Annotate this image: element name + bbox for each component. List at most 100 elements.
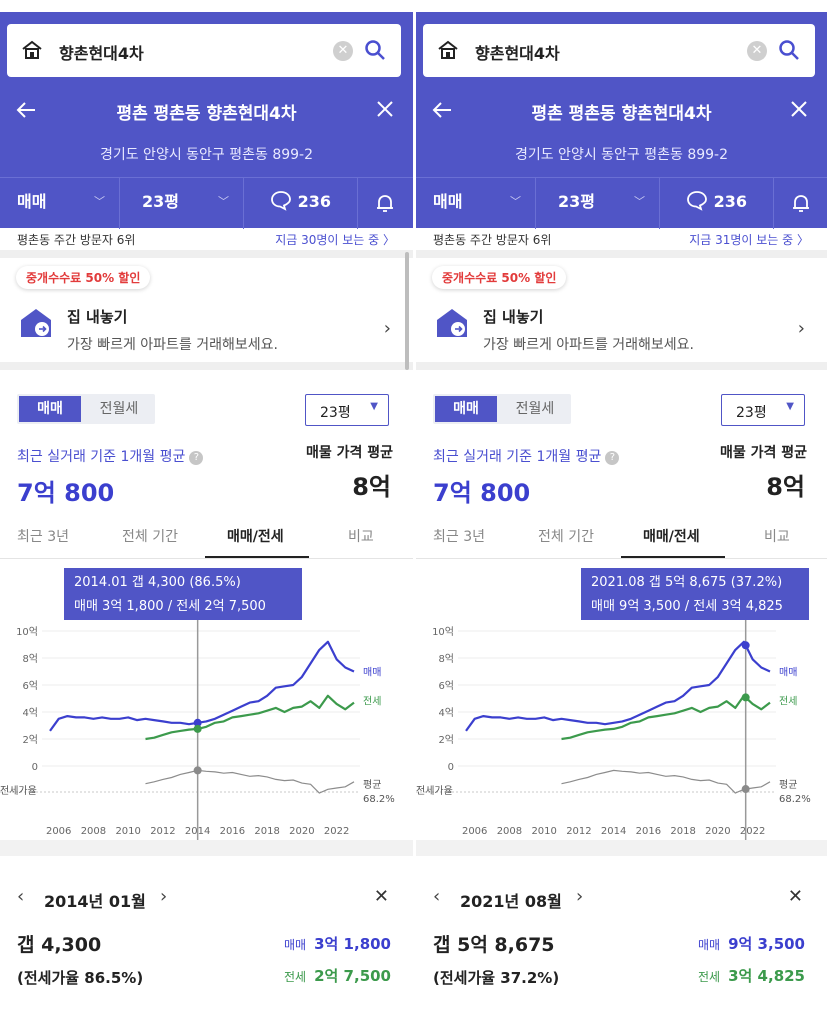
search-input[interactable]: 향촌현대4차 — [475, 44, 560, 63]
back-arrow-icon[interactable] — [430, 98, 454, 122]
close-detail-icon[interactable]: ✕ — [373, 886, 389, 907]
asking-price-value: 8억 — [766, 473, 805, 501]
x-tick-label: 2014 — [601, 826, 626, 837]
x-tick-label: 2022 — [740, 826, 765, 837]
sale-price-value: 3억 1,800 — [314, 935, 391, 953]
tooltip-line-2: 매매 3억 1,800 / 전세 2억 7,500 — [74, 599, 266, 614]
size-dropdown[interactable]: 23평 ﹀ — [536, 178, 660, 229]
tab-sale-jeonse[interactable]: 매매/전세 — [227, 529, 284, 545]
x-tick-label: 2020 — [705, 826, 730, 837]
y-tick-label: 2억 — [438, 734, 454, 746]
tab-recent-3y[interactable]: 최근 3년 — [433, 529, 485, 545]
comment-count: 236 — [297, 192, 331, 211]
prev-month-icon[interactable]: ‹ — [17, 886, 25, 907]
header-tab-bar: 매매 ﹀ 23평 ﹀ 236 — [416, 177, 827, 229]
x-tick-label: 2012 — [150, 826, 175, 837]
chart-tooltip: 2014.01 갭 4,300 (86.5%) 매매 3억 1,800 / 전세… — [64, 568, 302, 620]
app-header: 향촌현대4차 ✕ 평촌 평촌동 향촌현대4차 경기도 안양시 동안구 평촌동 8… — [416, 12, 827, 229]
size-select[interactable]: 23평 ▼ — [305, 394, 389, 426]
promo-title: 집 내놓기 — [483, 308, 544, 326]
comments-button[interactable]: 236 — [244, 178, 358, 229]
alarm-button[interactable] — [358, 178, 413, 229]
gap-value: 갭 5억 8,675 — [433, 934, 555, 956]
x-tick-label: 2018 — [670, 826, 695, 837]
asking-price-value: 8억 — [352, 473, 391, 501]
trade-type-label: 매매 — [17, 192, 47, 211]
tab-all-period[interactable]: 전체 기간 — [122, 529, 178, 545]
y-tick-label: 2억 — [22, 734, 38, 746]
y-tick-label: 10억 — [432, 626, 454, 638]
help-icon[interactable]: ? — [605, 451, 620, 465]
jeonse-highlight-point — [193, 724, 202, 733]
header-tab-bar: 매매 ﹀ 23평 ﹀ 236 — [0, 177, 413, 229]
search-icon[interactable] — [363, 38, 387, 62]
clear-search-icon[interactable]: ✕ — [333, 41, 353, 61]
close-icon[interactable] — [789, 99, 809, 119]
tab-compare[interactable]: 비교 — [348, 529, 374, 545]
comments-button[interactable]: 236 — [660, 178, 774, 229]
search-bar[interactable]: 향촌현대4차 ✕ — [423, 24, 815, 77]
segment-rent[interactable]: 전월세 — [99, 401, 139, 417]
jeonse-ratio-value: (전세가율 86.5%) — [17, 969, 144, 987]
x-tick-label: 2018 — [254, 826, 279, 837]
trade-type-dropdown[interactable]: 매매 ﹀ — [416, 178, 536, 229]
help-icon[interactable]: ? — [189, 451, 204, 465]
jeonse-ratio-value: (전세가율 37.2%) — [433, 969, 560, 987]
asking-price-label: 매물 가격 평균 — [305, 445, 393, 461]
selected-month: 2014년 01월 — [44, 892, 146, 911]
app-header: 향촌현대4차 ✕ 평촌 평촌동 향촌현대4차 경기도 안양시 동안구 평촌동 8… — [0, 12, 413, 229]
alarm-button[interactable] — [774, 178, 827, 229]
tab-sale-jeonse[interactable]: 매매/전세 — [643, 529, 700, 545]
price-chart[interactable]: 10억8억6억4억2억0전세가율200620082010201220142016… — [0, 562, 413, 840]
tab-recent-3y[interactable]: 최근 3년 — [17, 529, 69, 545]
home-icon — [438, 40, 458, 59]
search-input[interactable]: 향촌현대4차 — [59, 44, 144, 63]
live-viewers-link[interactable]: 지금 31명이 보는 중 〉 — [689, 233, 809, 247]
x-tick-label: 2022 — [324, 826, 349, 837]
y-tick-label: 8억 — [22, 653, 38, 665]
chevron-right-icon: › — [383, 318, 391, 339]
sale-series-label: 매매 — [779, 667, 797, 679]
scrollbar[interactable] — [405, 252, 409, 370]
segment-rent[interactable]: 전월세 — [515, 401, 555, 417]
jeonse-highlight-point — [741, 693, 750, 702]
tooltip-line-1: 2021.08 갭 5억 8,675 (37.2%) — [591, 575, 783, 590]
jeonse-price-value: 2억 7,500 — [314, 967, 391, 985]
trade-segment-control: 매매 전월세 — [433, 394, 571, 424]
next-month-icon[interactable]: › — [160, 886, 168, 907]
live-viewers-link[interactable]: 지금 30명이 보는 중 〉 — [275, 233, 395, 247]
complex-address: 경기도 안양시 동안구 평촌동 899-2 — [514, 147, 729, 163]
listing-panel-left: 향촌현대4차 ✕ 평촌 평촌동 향촌현대4차 경기도 안양시 동안구 평촌동 8… — [0, 0, 413, 1010]
complex-title: 평촌 평촌동 향촌현대4차 — [531, 104, 712, 124]
jeonse-price-line — [561, 694, 771, 741]
month-navigator: ‹ 2021년 08월 › ✕ — [416, 886, 827, 912]
segment-sale[interactable]: 매매 — [435, 396, 497, 422]
x-tick-label: 2006 — [46, 826, 71, 837]
sell-home-card[interactable]: 중개수수료 50% 할인 집 내놓기 가장 빠르게 아파트를 거래해보세요. › — [416, 250, 827, 370]
search-icon[interactable] — [777, 38, 801, 62]
comment-count: 236 — [713, 192, 747, 211]
sale-price-value: 9억 3,500 — [728, 935, 805, 953]
segment-sale[interactable]: 매매 — [19, 396, 81, 422]
avg-price-label-text: 최근 실거래 기준 1개월 평균 — [433, 449, 602, 465]
tab-all-period[interactable]: 전체 기간 — [538, 529, 594, 545]
search-bar[interactable]: 향촌현대4차 ✕ — [7, 24, 401, 77]
next-month-icon[interactable]: › — [576, 886, 584, 907]
trade-type-dropdown[interactable]: 매매 ﹀ — [0, 178, 120, 229]
avg-price-label: 최근 실거래 기준 1개월 평균? — [17, 446, 204, 466]
clear-search-icon[interactable]: ✕ — [747, 41, 767, 61]
size-dropdown[interactable]: 23평 ﹀ — [120, 178, 244, 229]
jeonse-price-value: 3억 4,825 — [728, 967, 805, 985]
sell-home-card[interactable]: 중개수수료 50% 할인 집 내놓기 가장 빠르게 아파트를 거래해보세요. › — [0, 250, 413, 370]
close-icon[interactable] — [375, 99, 395, 119]
size-select[interactable]: 23평 ▼ — [721, 394, 805, 426]
sale-price-line — [49, 640, 355, 732]
speech-bubble-icon — [687, 191, 707, 211]
prev-month-icon[interactable]: ‹ — [433, 886, 441, 907]
promo-subtitle: 가장 빠르게 아파트를 거래해보세요. — [483, 337, 694, 353]
close-detail-icon[interactable]: ✕ — [787, 886, 803, 907]
tab-compare[interactable]: 비교 — [764, 529, 790, 545]
chevron-right-icon: › — [797, 318, 805, 339]
back-arrow-icon[interactable] — [14, 98, 38, 122]
